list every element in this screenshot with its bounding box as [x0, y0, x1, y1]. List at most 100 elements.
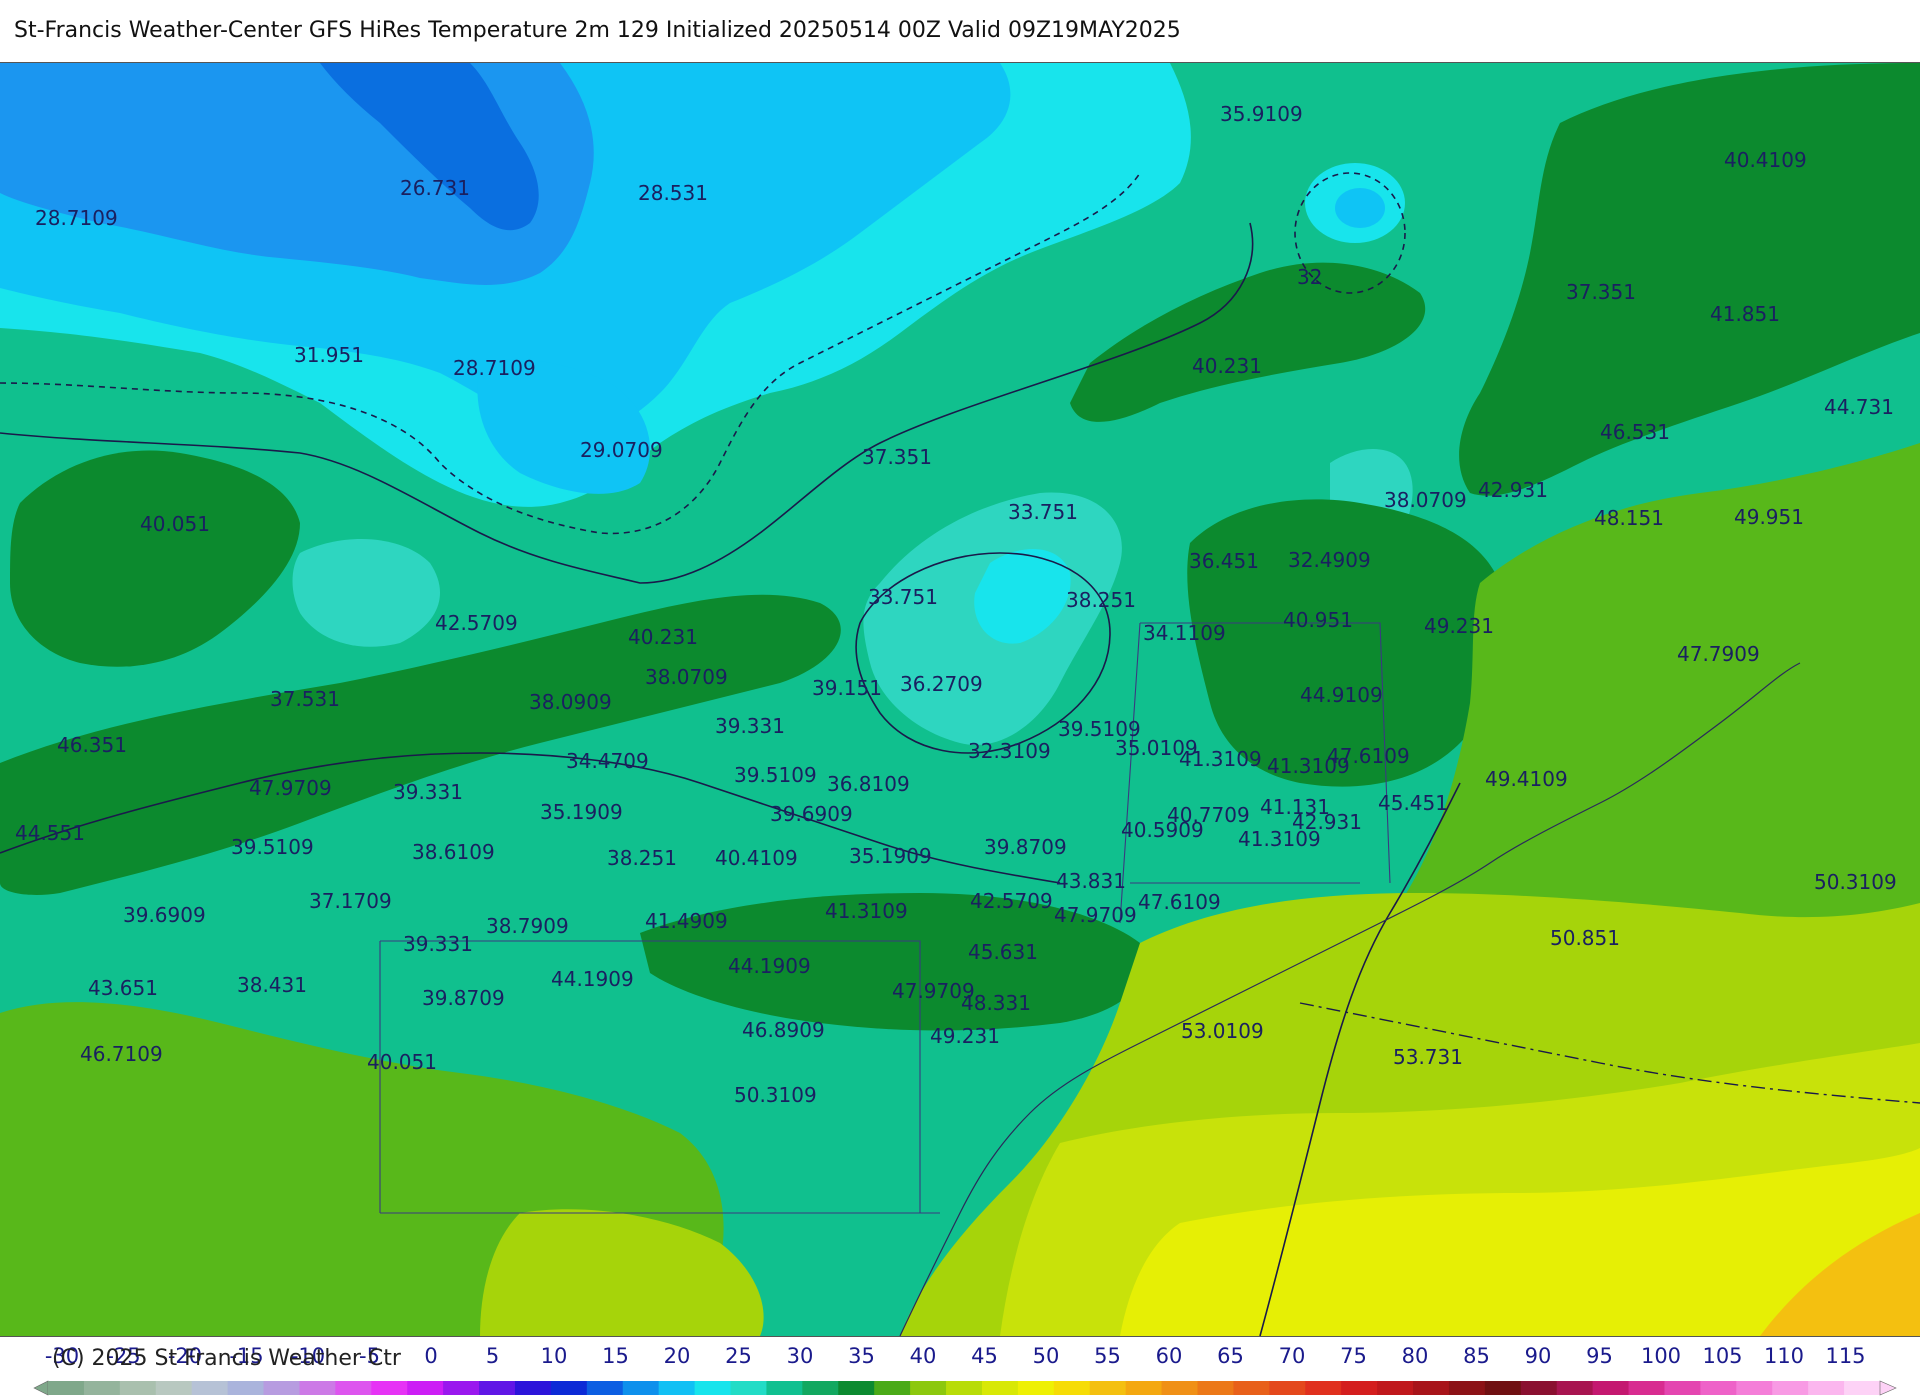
colorbar-label: 100: [1641, 1344, 1681, 1368]
colorbar-swatch: [228, 1381, 264, 1395]
colorbar-label: 60: [1156, 1344, 1183, 1368]
colorbar-label: 40: [910, 1344, 937, 1368]
colorbar-swatch: [515, 1381, 551, 1395]
temperature-label: 28.7109: [35, 206, 118, 230]
colorbar-swatch: [407, 1381, 443, 1395]
temperature-label: 38.251: [1066, 588, 1136, 612]
field-sky-spot: [1335, 188, 1385, 228]
colorbar-swatch: [874, 1381, 910, 1395]
colorbar-swatch: [695, 1381, 731, 1395]
temperature-label: 47.9709: [1054, 903, 1137, 927]
colorbar-arrow-right: [1880, 1381, 1896, 1395]
colorbar-swatch: [48, 1381, 84, 1395]
colorbar-swatch: [1772, 1381, 1808, 1395]
temperature-label: 37.531: [270, 687, 340, 711]
colorbar-label: 0: [424, 1344, 437, 1368]
temperature-label: 33.751: [868, 585, 938, 609]
colorbar-swatch: [1233, 1381, 1269, 1395]
colorbar-label: 80: [1402, 1344, 1429, 1368]
temperature-label: 44.9109: [1300, 683, 1383, 707]
temperature-label: 53.731: [1393, 1045, 1463, 1069]
colorbar-label: 30: [787, 1344, 814, 1368]
temperature-label: 38.251: [607, 846, 677, 870]
temperature-label: 29.0709: [580, 438, 663, 462]
colorbar-swatch: [1090, 1381, 1126, 1395]
colorbar-swatch: [335, 1381, 371, 1395]
temperature-label: 40.051: [367, 1050, 437, 1074]
temperature-map[interactable]: 28.7109 26.731 28.531 35.9109 40.4109 32 37.35…: [0, 62, 1920, 1337]
temperature-label: 38.0909: [529, 690, 612, 714]
temperature-label: 38.0709: [1384, 488, 1467, 512]
colorbar-swatch: [1197, 1381, 1233, 1395]
temperature-label: 46.351: [57, 733, 127, 757]
colorbar-swatch: [1126, 1381, 1162, 1395]
colorbar-label: 45: [971, 1344, 998, 1368]
temperature-label: 34.1109: [1143, 621, 1226, 645]
colorbar-swatch: [946, 1381, 982, 1395]
temperature-label: 38.6109: [412, 840, 495, 864]
map-canvas: 28.710926.731 28.53135.910940.41093237.35…: [0, 63, 1920, 1336]
colorbar-swatch: [1700, 1381, 1736, 1395]
colorbar-swatch: [802, 1381, 838, 1395]
temperature-label: 31.951: [294, 343, 364, 367]
temperature-label: 32: [1297, 265, 1322, 289]
temperature-label: 43.651: [88, 976, 158, 1000]
colorbar-swatch: [1269, 1381, 1305, 1395]
colorbar-label: 75: [1340, 1344, 1367, 1368]
colorbar-swatch: [910, 1381, 946, 1395]
colorbar-swatch: [264, 1381, 300, 1395]
temperature-label: 49.231: [1424, 614, 1494, 638]
temperature-label: 33.751: [1008, 500, 1078, 524]
temperature-label: 38.7909: [486, 914, 569, 938]
temperature-label: 28.531: [638, 181, 708, 205]
colorbar-swatch: [1413, 1381, 1449, 1395]
temperature-label: 45.631: [968, 940, 1038, 964]
temperature-label: 37.351: [1566, 280, 1636, 304]
temperature-label: 46.531: [1600, 420, 1670, 444]
colorbar-label: 25: [725, 1344, 752, 1368]
colorbar-label: 20: [664, 1344, 691, 1368]
temperature-label: 49.4109: [1485, 767, 1568, 791]
colorbar-swatch: [838, 1381, 874, 1395]
colorbar-label: 50: [1033, 1344, 1060, 1368]
temperature-label: 35.1909: [540, 800, 623, 824]
colorbar-label: 5: [486, 1344, 499, 1368]
colorbar-swatch: [551, 1381, 587, 1395]
colorbar-swatch: [1557, 1381, 1593, 1395]
map-title: St-Francis Weather-Center GFS HiRes Temp…: [14, 18, 1181, 43]
temperature-label: 42.5709: [435, 611, 518, 635]
temperature-label: 37.351: [862, 445, 932, 469]
temperature-label: 47.6109: [1327, 744, 1410, 768]
temperature-label: 40.231: [1192, 354, 1262, 378]
temperature-label: 47.7909: [1677, 642, 1760, 666]
colorbar-label: 110: [1764, 1344, 1804, 1368]
temperature-label: 36.2709: [900, 672, 983, 696]
colorbar-label: 15: [602, 1344, 629, 1368]
temperature-label: 48.331: [961, 991, 1031, 1015]
temperature-label: 38.431: [237, 973, 307, 997]
colorbar-arrow-left: [34, 1381, 48, 1395]
temperature-label: 46.8909: [742, 1018, 825, 1042]
temperature-label: 44.551: [15, 821, 85, 845]
temperature-label: 28.7109: [453, 356, 536, 380]
temperature-label: 44.1909: [551, 967, 634, 991]
colorbar-swatch: [1018, 1381, 1054, 1395]
temperature-label: 40.5909: [1121, 818, 1204, 842]
temperature-label: 35.1909: [849, 844, 932, 868]
temperature-label: 41.3109: [825, 899, 908, 923]
temperature-label: 50.3109: [1814, 870, 1897, 894]
colorbar-swatch: [982, 1381, 1018, 1395]
temperature-label: 39.151: [812, 676, 882, 700]
temperature-label: 47.6109: [1138, 890, 1221, 914]
temperature-label: 39.5109: [231, 835, 314, 859]
temperature-label: 40.4109: [715, 846, 798, 870]
colorbar-swatch: [1808, 1381, 1844, 1395]
colorbar-swatch: [587, 1381, 623, 1395]
colorbar-strip: [0, 1380, 1920, 1396]
temperature-label: 48.151: [1594, 506, 1664, 530]
temperature-label: 49.231: [930, 1024, 1000, 1048]
colorbar-swatch: [1162, 1381, 1198, 1395]
temperature-label: 49.951: [1734, 505, 1804, 529]
colorbar-swatch: [443, 1381, 479, 1395]
temperature-label: 39.8709: [422, 986, 505, 1010]
